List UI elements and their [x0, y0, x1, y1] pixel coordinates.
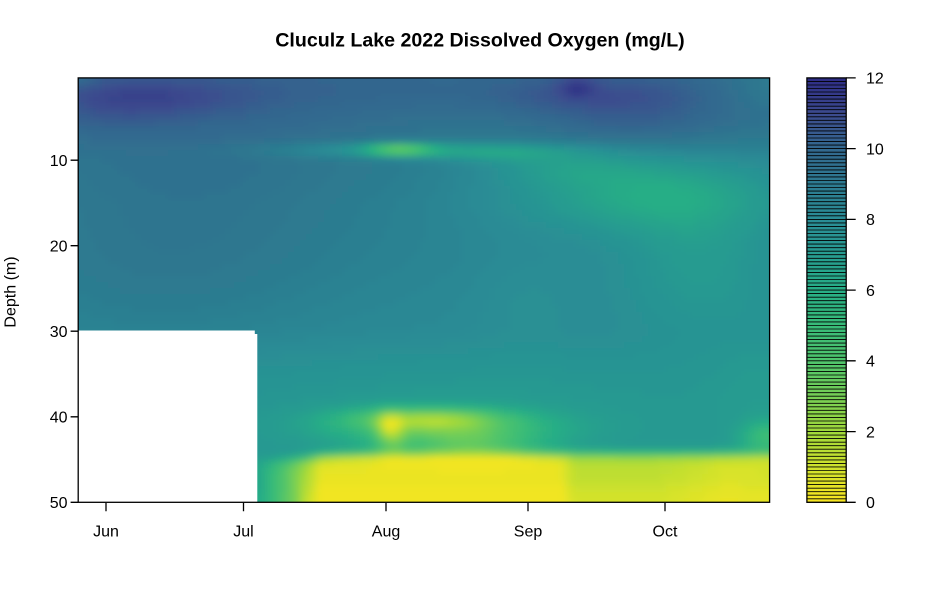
svg-text:Depth (m): Depth (m) — [3, 256, 20, 327]
svg-text:40: 40 — [50, 410, 68, 427]
svg-text:Jul: Jul — [233, 524, 253, 541]
svg-text:Sep: Sep — [514, 524, 543, 541]
svg-text:Jun: Jun — [93, 524, 119, 541]
svg-text:4: 4 — [866, 354, 875, 371]
svg-text:0: 0 — [866, 495, 875, 512]
svg-text:Cluculz Lake 2022 Dissolved Ox: Cluculz Lake 2022 Dissolved Oxygen (mg/L… — [275, 30, 684, 52]
svg-text:8: 8 — [866, 212, 875, 229]
svg-text:12: 12 — [866, 71, 884, 88]
svg-text:Oct: Oct — [653, 524, 678, 541]
svg-text:2: 2 — [866, 424, 875, 441]
svg-text:20: 20 — [50, 238, 68, 255]
svg-text:6: 6 — [866, 283, 875, 300]
svg-text:Aug: Aug — [372, 524, 400, 541]
svg-text:10: 10 — [866, 141, 884, 158]
svg-text:10: 10 — [50, 153, 68, 170]
svg-text:30: 30 — [50, 324, 68, 341]
svg-text:50: 50 — [50, 495, 68, 512]
